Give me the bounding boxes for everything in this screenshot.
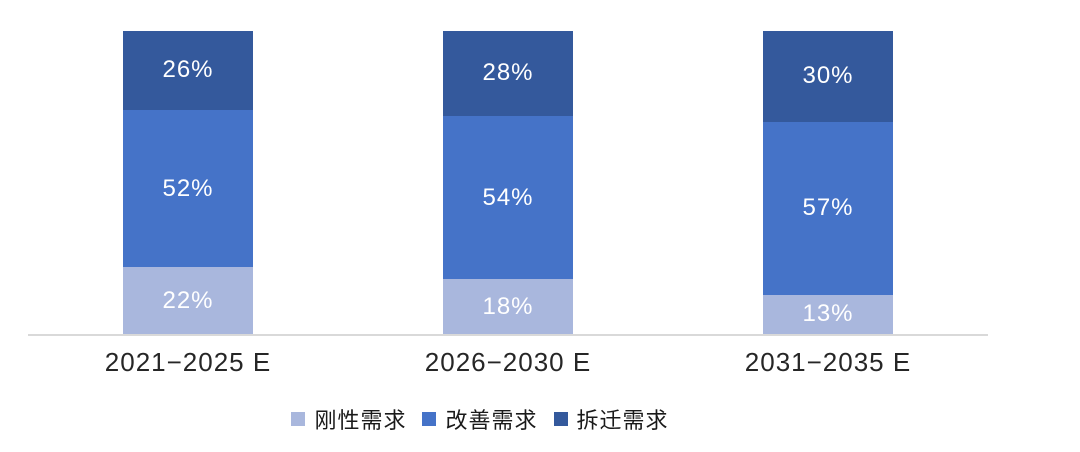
category-slot-2021-2025: 22% 52% 26% <box>28 31 348 334</box>
bar-segment-demolition-demand[interactable]: 28% <box>443 31 573 116</box>
legend-item-demolition-demand[interactable]: 拆迁需求 <box>553 403 669 435</box>
data-label: 30% <box>802 62 854 90</box>
bar-segment-rigid-demand[interactable]: 18% <box>443 279 573 334</box>
data-label: 52% <box>162 174 214 202</box>
bar-segment-demolition-demand[interactable]: 26% <box>123 31 253 110</box>
bar-segment-demolition-demand[interactable]: 30% <box>763 31 893 122</box>
data-label: 28% <box>482 59 534 87</box>
chart-legend: 刚性需求 改善需求 拆迁需求 <box>0 403 960 435</box>
stacked-bar-2021-2025: 22% 52% 26% <box>123 31 253 334</box>
x-axis-tick-label: 2021−2025 E <box>104 347 272 377</box>
legend-label: 刚性需求 <box>314 408 407 433</box>
legend-swatch-icon <box>422 412 437 426</box>
category-slot-2026-2030: 18% 54% 28% <box>348 31 668 334</box>
data-label: 54% <box>482 183 534 211</box>
legend-item-improvement-demand[interactable]: 改善需求 <box>422 403 537 435</box>
bar-segment-improvement-demand[interactable]: 57% <box>763 121 893 295</box>
category-slot-2031-2035: 13% 57% 30% <box>668 31 988 334</box>
bar-segment-rigid-demand[interactable]: 22% <box>123 267 253 334</box>
legend-item-rigid-demand[interactable]: 刚性需求 <box>291 403 406 435</box>
x-axis: 2021−2025 E 2026−2030 E 2031−2035 E <box>28 347 988 378</box>
stacked-bar-2031-2035: 13% 57% 30% <box>763 31 893 334</box>
data-label: 13% <box>802 300 854 328</box>
data-label: 26% <box>162 56 214 84</box>
data-label: 22% <box>162 286 214 314</box>
x-axis-tick-label: 2026−2030 E <box>424 347 592 377</box>
legend-label: 拆迁需求 <box>576 408 669 433</box>
legend-swatch-icon <box>553 412 568 426</box>
x-axis-tick-label: 2031−2035 E <box>744 347 912 377</box>
bar-segment-rigid-demand[interactable]: 13% <box>763 294 893 334</box>
stacked-bar-2026-2030: 18% 54% 28% <box>443 31 573 334</box>
data-label: 18% <box>482 292 534 320</box>
plot-area: 22% 52% 26% 18% 54% 28% <box>28 31 988 336</box>
bar-segment-improvement-demand[interactable]: 54% <box>443 115 573 280</box>
legend-swatch-icon <box>291 412 306 426</box>
bar-segment-improvement-demand[interactable]: 52% <box>123 109 253 268</box>
data-label: 57% <box>802 194 854 222</box>
legend-label: 改善需求 <box>445 408 538 433</box>
